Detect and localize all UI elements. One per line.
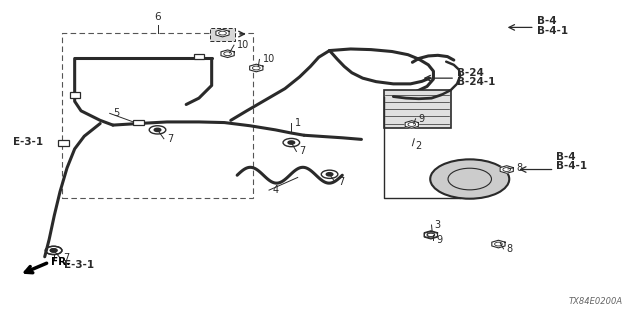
Circle shape	[288, 141, 294, 144]
Text: 7: 7	[300, 147, 306, 156]
Text: TX84E0200A: TX84E0200A	[568, 297, 623, 306]
Bar	[133, 120, 144, 125]
Text: B-4-1: B-4-1	[556, 161, 587, 171]
Circle shape	[51, 249, 57, 252]
Circle shape	[51, 249, 57, 252]
Polygon shape	[500, 166, 513, 173]
Text: 4: 4	[272, 185, 278, 195]
Bar	[58, 140, 68, 146]
Text: E-3-1: E-3-1	[13, 137, 44, 147]
Text: B-24-1: B-24-1	[457, 77, 495, 87]
Text: B-4: B-4	[537, 16, 556, 26]
Text: 7: 7	[167, 134, 173, 144]
Polygon shape	[250, 64, 263, 72]
Polygon shape	[221, 50, 234, 58]
Polygon shape	[424, 231, 438, 239]
Circle shape	[326, 172, 333, 176]
Bar	[62, 33, 253, 198]
Text: 3: 3	[435, 220, 441, 230]
Text: 7: 7	[63, 253, 70, 263]
Text: FR.: FR.	[51, 257, 70, 267]
Polygon shape	[216, 29, 229, 37]
Polygon shape	[492, 240, 505, 248]
Bar	[194, 54, 204, 59]
Bar	[384, 90, 451, 128]
Circle shape	[154, 128, 161, 132]
Polygon shape	[424, 231, 438, 238]
Text: 6: 6	[154, 12, 161, 22]
Text: B-24: B-24	[457, 68, 484, 78]
Text: 9: 9	[436, 235, 442, 245]
Text: 10: 10	[262, 54, 275, 64]
Text: 2: 2	[415, 141, 422, 151]
Polygon shape	[405, 121, 419, 128]
Text: 9: 9	[419, 114, 425, 124]
Bar	[211, 28, 235, 41]
Circle shape	[430, 159, 509, 199]
Bar	[70, 92, 80, 98]
Text: E-3-1: E-3-1	[64, 260, 94, 270]
Text: 8: 8	[516, 163, 522, 173]
Text: 5: 5	[113, 108, 119, 118]
Text: 7: 7	[338, 177, 344, 187]
Text: 8: 8	[507, 244, 513, 254]
Text: 1: 1	[294, 117, 301, 128]
Text: B-4-1: B-4-1	[537, 26, 568, 36]
Text: 10: 10	[237, 40, 250, 50]
Text: B-4: B-4	[556, 152, 575, 162]
